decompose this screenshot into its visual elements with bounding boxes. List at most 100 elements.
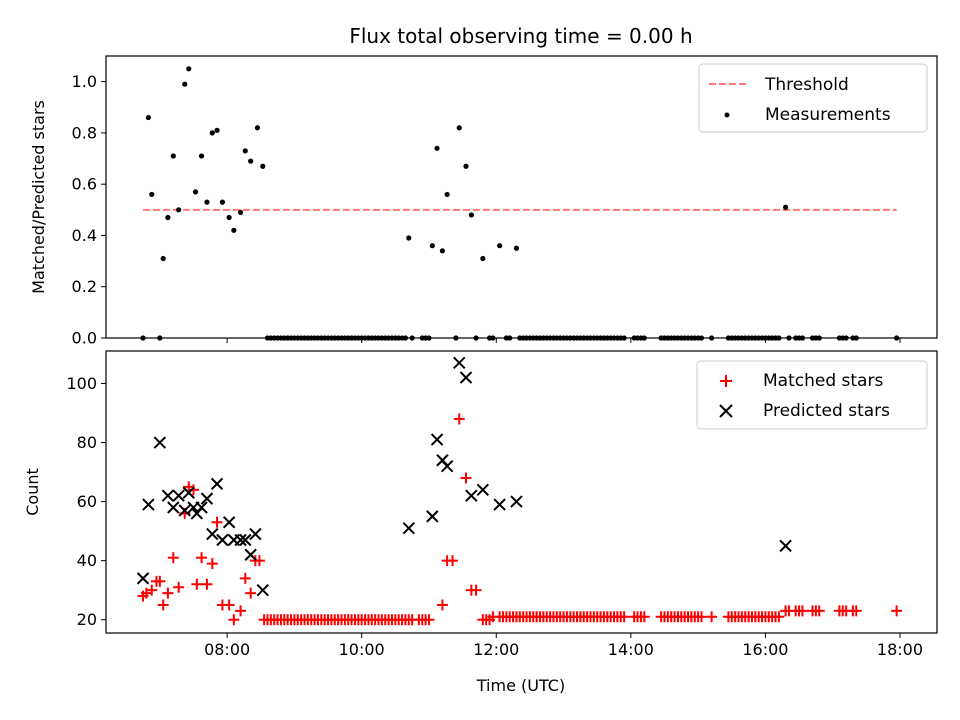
measurement-point bbox=[209, 130, 215, 136]
predicted-stars-point bbox=[195, 501, 208, 514]
matched-stars-point bbox=[436, 599, 448, 611]
matched-stars-point bbox=[173, 581, 185, 593]
measurement-point bbox=[242, 148, 248, 154]
measurement-point bbox=[231, 227, 237, 233]
measurement-point bbox=[254, 125, 260, 131]
predicted-stars-point bbox=[256, 583, 269, 597]
predicted-stars-point bbox=[178, 504, 191, 517]
bottom-y-tick-label: 20 bbox=[77, 610, 97, 629]
matched-stars-point bbox=[235, 605, 247, 617]
predicted-stars-point bbox=[476, 483, 490, 496]
measurement-point bbox=[165, 214, 171, 221]
predicted-stars-point bbox=[440, 459, 454, 473]
bottom-y-axis-ticks: 20 40 60 80 100 bbox=[66, 374, 106, 629]
matched-stars-point bbox=[447, 555, 459, 567]
measurement-point bbox=[176, 207, 182, 213]
measurement-point bbox=[248, 158, 254, 164]
measurement-point bbox=[182, 81, 188, 87]
measurement-point bbox=[186, 66, 192, 72]
matched-stars-point bbox=[211, 516, 223, 528]
measurement-point bbox=[192, 189, 199, 195]
top-y-tick-label: 1.0 bbox=[72, 72, 97, 91]
matched-stars-point bbox=[191, 578, 203, 590]
measurement-point bbox=[497, 243, 503, 249]
measurement-point bbox=[226, 214, 232, 221]
bottom-axes-frame bbox=[105, 350, 938, 634]
matched-stars-point bbox=[201, 578, 213, 590]
measurement-point bbox=[214, 127, 220, 133]
matched-stars-point bbox=[423, 614, 435, 626]
predicted-stars-point bbox=[153, 436, 167, 449]
bottom-x-tick-label: 18:00 bbox=[877, 640, 923, 659]
matched-stars-point bbox=[813, 605, 825, 617]
predicted-stars-point bbox=[426, 510, 439, 523]
matched-stars-point bbox=[796, 605, 808, 617]
predicted-stars-point bbox=[161, 489, 175, 502]
matched-stars-point bbox=[850, 605, 862, 617]
measurement-point bbox=[468, 212, 474, 218]
predicted-stars-point bbox=[172, 489, 185, 502]
legend-matched-swatch bbox=[720, 375, 732, 387]
bottom-x-tick-label: 12:00 bbox=[473, 640, 519, 659]
measurement-point bbox=[783, 204, 789, 210]
measurement-point bbox=[513, 245, 520, 251]
matched-stars-point bbox=[167, 552, 179, 564]
top-y-tick-label: 0.2 bbox=[72, 277, 97, 296]
matched-stars-point bbox=[477, 614, 489, 626]
matched-stars-point bbox=[470, 584, 482, 596]
matched-stars-point bbox=[196, 552, 208, 564]
matched-stars-point bbox=[157, 599, 169, 611]
top-legend: Threshold Measurements bbox=[698, 63, 928, 133]
predicted-stars-point bbox=[216, 533, 229, 547]
top-legend-box bbox=[698, 63, 928, 133]
matched-stars-point bbox=[245, 587, 257, 599]
legend-measurements-label: Measurements bbox=[765, 105, 891, 125]
measurement-point bbox=[145, 114, 151, 121]
top-plot-marks bbox=[140, 66, 900, 341]
predicted-stars-point bbox=[493, 498, 506, 511]
matched-stars-point bbox=[239, 572, 251, 584]
measurement-point bbox=[198, 153, 205, 159]
measurement-point bbox=[463, 163, 469, 169]
bottom-x-axis-ticks: 08:00 10:00 12:00 14:00 16:00 18:00 bbox=[204, 633, 923, 659]
bottom-y-tick-label: 100 bbox=[66, 374, 97, 393]
matched-stars-point bbox=[638, 611, 650, 623]
top-panel: 0.0 0.2 0.4 0.6 0.8 1.0 Matched/Predicted sta… bbox=[29, 55, 938, 348]
predicted-stars-point bbox=[136, 572, 150, 585]
predicted-stars-point bbox=[459, 371, 473, 384]
predicted-stars-point bbox=[222, 516, 236, 529]
predicted-stars-point bbox=[200, 492, 214, 505]
legend-measurements-swatch bbox=[724, 112, 730, 118]
bottom-panel: 20 40 60 80 100 08:00 10:00 12:00 14:00 16:00 18:… bbox=[23, 350, 938, 695]
measurement-point bbox=[429, 243, 435, 249]
predicted-stars-point bbox=[453, 356, 466, 370]
bottom-x-axis-label: Time (UTC) bbox=[476, 676, 565, 695]
matched-stars-point bbox=[223, 599, 235, 611]
top-y-tick-label: 0.8 bbox=[72, 123, 97, 142]
predicted-stars-point bbox=[210, 477, 224, 491]
predicted-stars-point bbox=[206, 527, 219, 541]
top-y-axis-label: Matched/Predicted stars bbox=[29, 100, 48, 294]
bottom-x-tick-label: 16:00 bbox=[742, 640, 788, 659]
measurement-point bbox=[444, 191, 450, 198]
matched-stars-point bbox=[695, 611, 707, 623]
predicted-stars-point bbox=[249, 527, 262, 541]
predicted-stars-point bbox=[234, 533, 247, 547]
predicted-stars-point bbox=[430, 433, 444, 446]
bottom-legend: Matched stars Predicted stars bbox=[696, 360, 928, 430]
bottom-y-tick-label: 40 bbox=[77, 551, 97, 570]
legend-predicted-swatch bbox=[719, 404, 733, 418]
bottom-y-tick-label: 80 bbox=[77, 433, 97, 452]
top-x-axis-ticks bbox=[226, 338, 901, 343]
matched-stars-point bbox=[206, 558, 218, 570]
top-y-tick-label: 0.4 bbox=[72, 226, 97, 245]
matched-stars-point bbox=[460, 472, 472, 484]
matched-stars-point bbox=[228, 614, 240, 626]
measurement-point bbox=[456, 125, 462, 131]
matched-stars-point bbox=[453, 413, 465, 425]
top-y-tick-label: 0.6 bbox=[72, 175, 97, 194]
matched-stars-point bbox=[146, 584, 158, 596]
legend-threshold-label: Threshold bbox=[764, 75, 849, 95]
predicted-stars-point bbox=[465, 489, 478, 502]
top-y-axis-ticks: 0.0 0.2 0.4 0.6 0.8 1.0 bbox=[72, 72, 106, 348]
